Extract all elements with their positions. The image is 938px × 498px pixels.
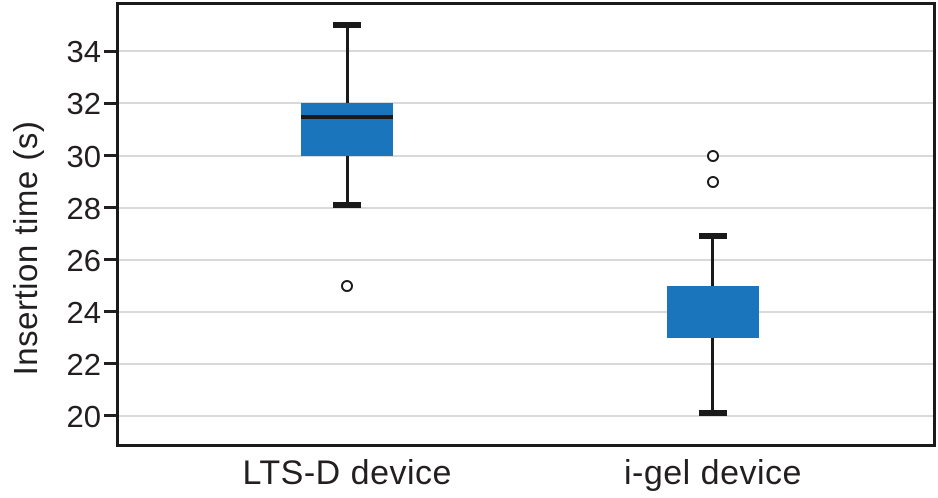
y-tick-mark [104, 414, 117, 418]
gridline [119, 154, 933, 157]
gridline [119, 258, 933, 261]
y-tick-label: 30 [66, 138, 101, 174]
y-tick-mark [104, 206, 117, 210]
category-label: LTS-D device [242, 454, 452, 492]
y-tick-label: 24 [66, 294, 101, 330]
whisker-cap-top [333, 22, 362, 29]
y-tick-label: 20 [66, 398, 101, 434]
outlier-point [706, 149, 719, 162]
y-tick-mark [104, 101, 117, 105]
plot-area [116, 2, 936, 447]
y-tick-mark [104, 310, 117, 314]
y-tick-label: 32 [66, 86, 101, 122]
median-line [301, 114, 394, 119]
gridline [119, 414, 933, 417]
whisker-cap-top [698, 233, 727, 240]
y-tick-label: 34 [66, 34, 101, 70]
box-iqr [301, 103, 394, 156]
category-label: i-gel device [623, 454, 802, 492]
whisker-cap-bottom [698, 410, 727, 417]
outlier-point [341, 279, 354, 292]
y-tick-mark [104, 154, 117, 158]
gridline [119, 310, 933, 313]
y-tick-label: 28 [66, 190, 101, 226]
y-tick-label: 22 [66, 346, 101, 382]
gridline [119, 102, 933, 105]
outlier-point [706, 175, 719, 188]
y-tick-mark [104, 49, 117, 53]
y-tick-mark [104, 362, 117, 366]
box-iqr [666, 285, 759, 338]
gridline [119, 50, 933, 53]
gridline [119, 206, 933, 209]
gridline [119, 362, 933, 365]
y-tick-label: 26 [66, 242, 101, 278]
whisker-cap-bottom [333, 201, 362, 208]
y-tick-mark [104, 258, 117, 262]
